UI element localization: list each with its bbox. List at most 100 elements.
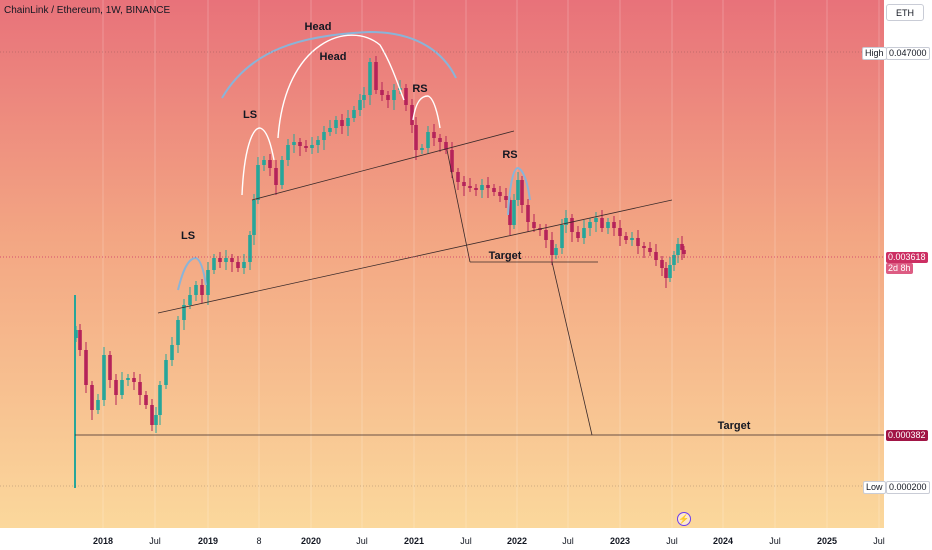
head-label-large[interactable]: Head [304,21,332,33]
candle-body [654,252,658,260]
candle-body [322,132,326,140]
candle-body [352,110,356,118]
candle-body [512,200,516,225]
head-arc-large [221,30,457,99]
time-tick-label: Jul [460,536,472,546]
rs-arc-small [412,95,441,129]
candle-body [676,244,680,255]
candle-body [432,132,436,138]
time-tick-label: Jul [666,536,678,546]
candle-body [340,120,344,126]
candle-body [316,140,320,145]
candle-body [570,218,574,232]
candle-body [182,305,186,320]
candle-body [516,180,520,200]
candle-body [252,200,256,235]
candle-body [374,62,378,90]
candle-body [212,258,216,270]
candle-body [648,248,652,252]
candle-body [630,238,634,240]
time-tick-label: 2021 [403,536,425,546]
target-projection-small [446,149,471,263]
candle-body [120,380,124,395]
candle-body [414,125,418,150]
candle-body [380,90,384,95]
low-tag: Low [863,481,886,494]
target-label-large[interactable]: Target [717,420,751,432]
candle-body [582,228,586,238]
target-projection-large [551,261,593,436]
candle-body [274,168,278,185]
price-scale-panel [884,0,932,550]
head-label-small[interactable]: Head [319,51,347,63]
chart-symbol-title[interactable]: ChainLink / Ethereum, 1W, BINANCE [4,5,171,16]
chart-background [0,0,884,528]
target-label-small[interactable]: Target [488,250,522,262]
last-price-label: 0.003618 [886,252,928,263]
price-lines [0,51,884,487]
candle-body [606,222,610,228]
candle-body [164,360,168,385]
candle-body [526,205,530,222]
candle-body [636,238,640,246]
candle-body [144,395,148,405]
candle-body [594,218,598,222]
candle-body [78,330,82,350]
candle-body [262,160,266,165]
rs-label-large[interactable]: RS [502,149,518,161]
candle-body [170,345,174,360]
lightning-icon[interactable]: ⚡ [677,512,691,526]
candle-body [624,236,628,240]
candle-body [108,355,112,380]
time-gridlines [102,0,880,528]
candle-body [520,180,524,205]
candle-body [450,150,454,172]
candle-body [588,222,592,228]
time-tick-label: 8 [256,536,262,546]
candle-body [334,120,338,128]
candle-body [660,260,664,268]
candle-body [280,160,284,185]
candle-body [138,382,142,395]
rs-label-small[interactable]: RS [412,83,428,95]
candle-body [564,218,568,225]
candle-body [404,88,408,105]
ls-arc-large [177,256,207,291]
rs-arc-large [507,166,531,216]
candle-body [304,146,308,148]
candle-body [114,380,118,395]
time-tick-label: 2018 [92,536,114,546]
candle-body [468,186,472,188]
bar-countdown-label: 2d 8h [886,263,913,274]
candle-body [668,265,672,278]
candle-body [504,196,508,200]
candle-body [554,248,558,255]
ls-label-small[interactable]: LS [242,109,258,121]
candle-body [200,285,204,295]
pattern-drawings [157,30,673,436]
candle-body [392,90,396,100]
time-tick-label: 2022 [506,536,528,546]
candle-body [532,222,536,228]
currency-button[interactable]: ETH [886,4,924,21]
candlestick-series [74,56,686,488]
candle-body [462,182,466,186]
ls-label-large[interactable]: LS [180,230,196,242]
time-tick-label: Jul [149,536,161,546]
time-tick-label: 2025 [816,536,838,546]
time-tick-label: Jul [562,536,574,546]
candle-body [150,405,154,425]
candle-body [126,378,130,380]
target-price-label: 0.000382 [886,430,928,441]
candle-body [618,228,622,236]
candle-body [286,145,290,160]
candle-body [560,225,564,248]
time-tick-label: 2024 [712,536,734,546]
candle-body [310,145,314,148]
candle-body [256,165,260,200]
time-tick-label: 2020 [300,536,322,546]
time-tick-label: Jul [769,536,781,546]
candle-body [420,148,424,150]
